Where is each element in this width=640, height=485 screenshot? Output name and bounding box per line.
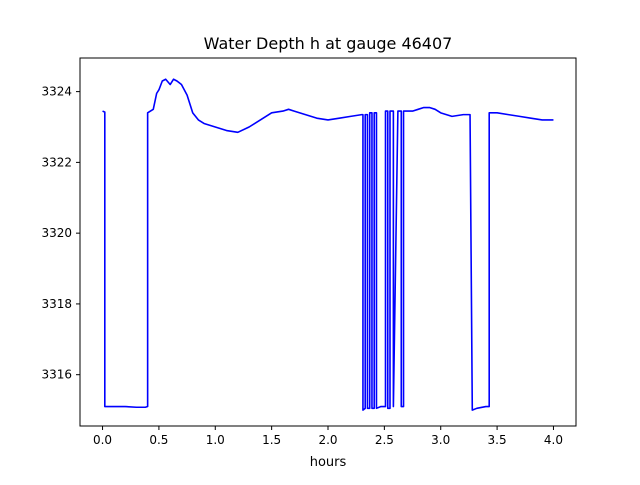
x-axis-label: hours <box>310 455 347 470</box>
series-line <box>102 78 554 411</box>
x-tick-label: 2.0 <box>318 433 337 447</box>
x-axis: 0.0 0.5 1.0 1.5 2.0 2.5 3.0 3.5 4.0 <box>93 426 563 447</box>
y-tick-label: 3324 <box>41 85 72 99</box>
x-tick-label: 3.5 <box>488 433 507 447</box>
y-tick-label: 3320 <box>41 226 72 240</box>
x-tick-label: 1.5 <box>262 433 281 447</box>
plot-area <box>102 78 554 411</box>
chart-title: Water Depth h at gauge 46407 <box>204 34 453 53</box>
x-tick-label: 4.0 <box>544 433 563 447</box>
y-tick-label: 3316 <box>41 368 72 382</box>
x-tick-label: 0.5 <box>149 433 168 447</box>
x-tick-label: 0.0 <box>93 433 112 447</box>
y-tick-label: 3322 <box>41 155 72 169</box>
x-tick-label: 1.0 <box>206 433 225 447</box>
y-tick-label: 3318 <box>41 297 72 311</box>
x-tick-label: 2.5 <box>375 433 394 447</box>
x-tick-label: 3.0 <box>431 433 450 447</box>
y-axis: 3316 3318 3320 3322 3324 <box>41 85 80 382</box>
